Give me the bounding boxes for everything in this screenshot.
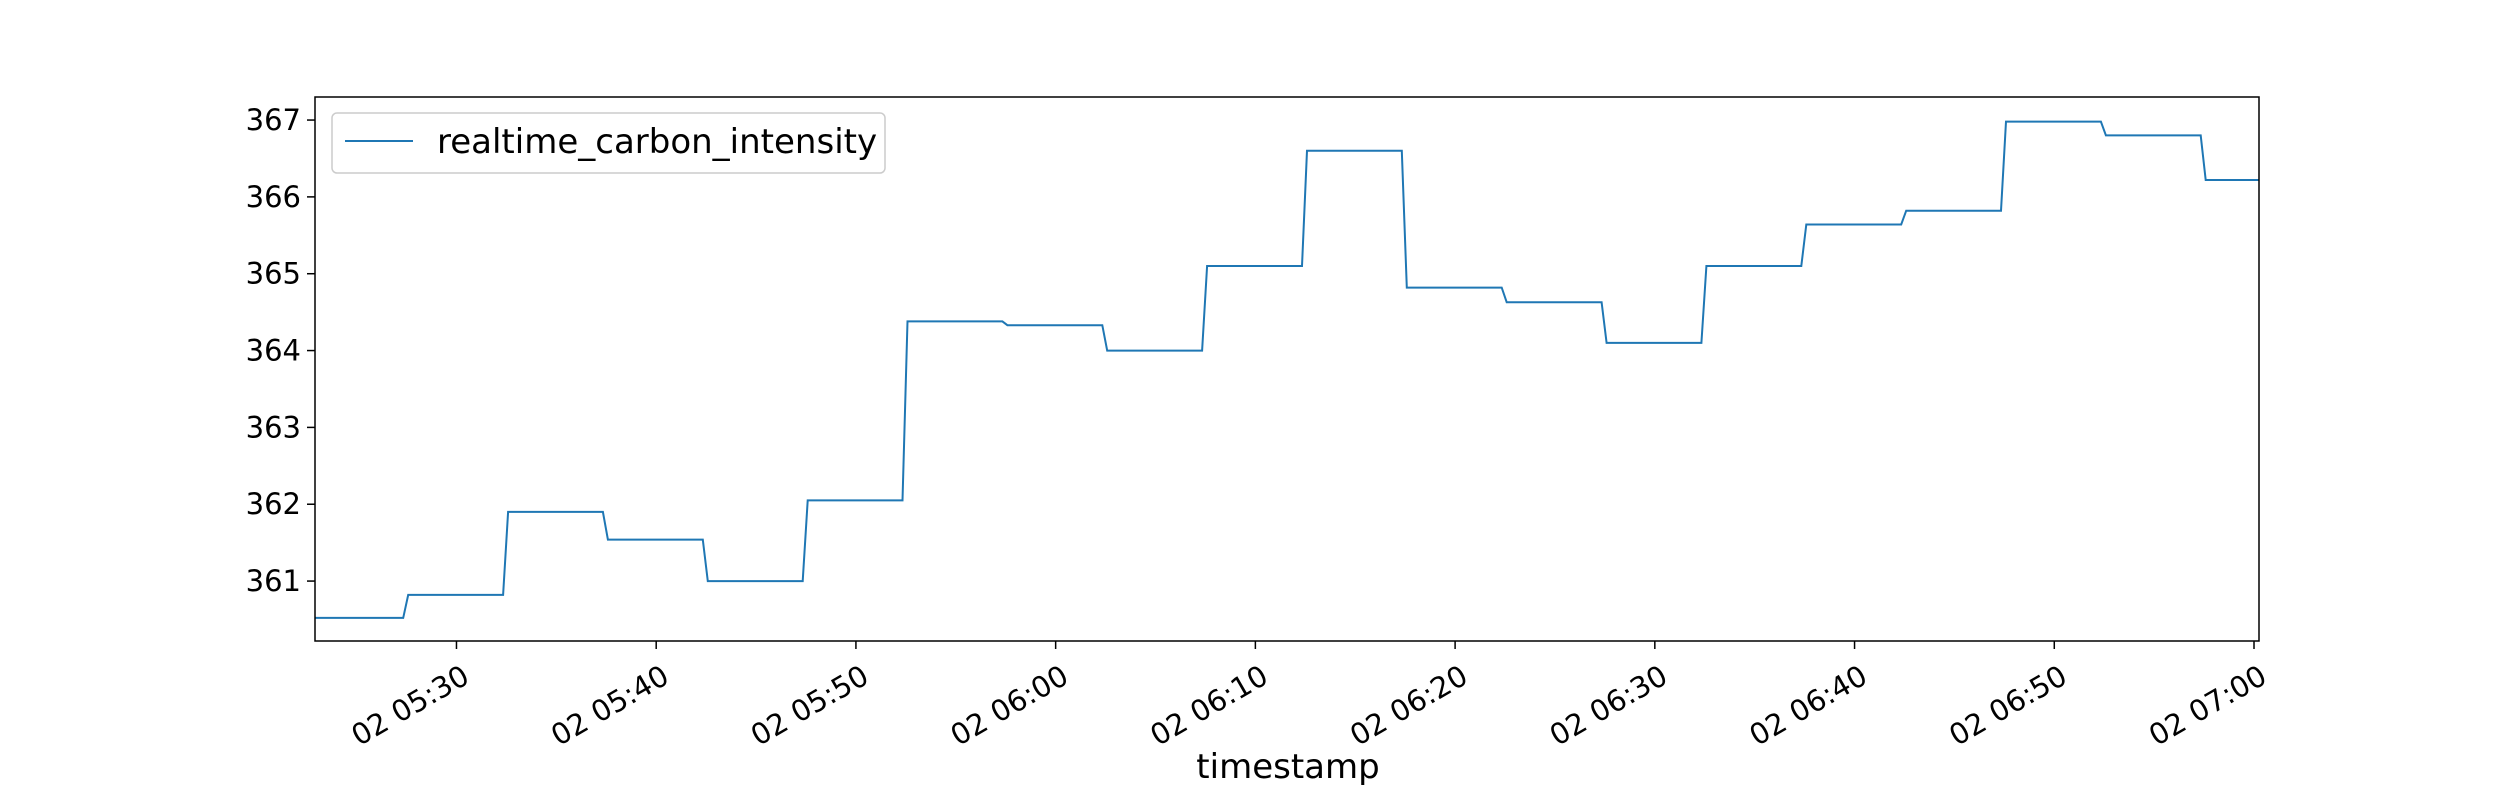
x-tick-label: 02 06:20 bbox=[1344, 658, 1473, 752]
x-axis: 02 05:30 02 05:40 02 05:50 02 06:00 02 06:10… bbox=[345, 641, 2272, 753]
legend-label: realtime_carbon_intensity bbox=[437, 122, 877, 162]
y-tick-label: 365 bbox=[246, 257, 301, 291]
legend: realtime_carbon_intensity bbox=[331, 112, 886, 174]
y-axis: 361 362 363 364 365 366 367 bbox=[246, 103, 315, 598]
x-tick-label: 02 06:50 bbox=[1943, 658, 2072, 752]
y-tick-label: 363 bbox=[246, 410, 301, 444]
plot-area bbox=[315, 120, 2259, 619]
x-tick-label: 02 05:30 bbox=[345, 658, 474, 752]
x-tick-label: 02 06:30 bbox=[1544, 658, 1673, 752]
plot-frame bbox=[314, 96, 2260, 642]
x-axis-label: timestamp bbox=[1196, 747, 1379, 787]
y-tick-label: 366 bbox=[246, 180, 301, 214]
y-tick-label: 367 bbox=[246, 103, 301, 137]
legend-box bbox=[331, 112, 886, 174]
x-tick-label: 02 07:00 bbox=[2143, 658, 2272, 752]
y-tick-label: 361 bbox=[246, 564, 301, 598]
series-line-0 bbox=[315, 120, 2259, 619]
x-tick-label: 02 06:00 bbox=[945, 658, 1074, 752]
x-tick-label: 02 05:50 bbox=[745, 658, 874, 752]
y-tick-label: 364 bbox=[246, 334, 301, 368]
x-tick-label: 02 06:40 bbox=[1744, 658, 1873, 752]
y-tick-label: 362 bbox=[246, 487, 301, 521]
x-tick-label: 02 06:10 bbox=[1144, 658, 1273, 752]
x-tick-label: 02 05:40 bbox=[545, 658, 674, 752]
